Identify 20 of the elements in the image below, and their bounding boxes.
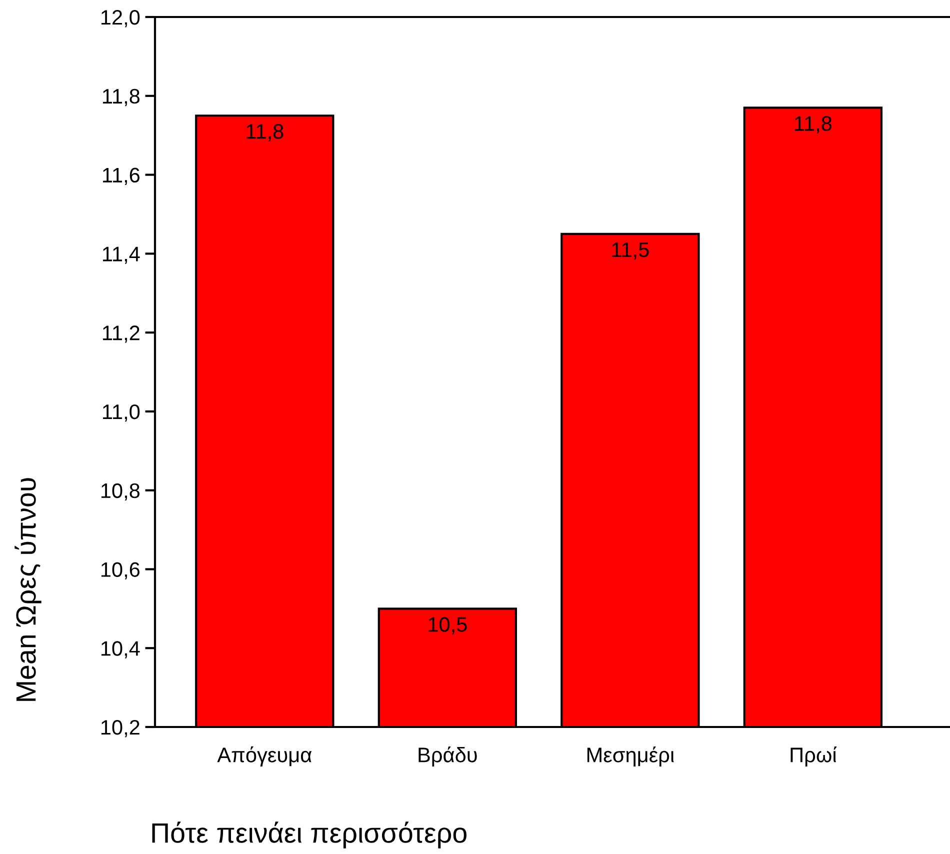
x-axis-title: Πότε πεινάει περισσότερο: [152, 822, 466, 848]
y-tick-label: 10,6: [101, 562, 140, 580]
y-tick-label: 10,8: [101, 483, 140, 501]
y-axis-title: Mean Ώρες ύπνου: [14, 478, 42, 701]
y-tick-label: 12,0: [101, 10, 140, 28]
y-tick-label: 11,4: [103, 246, 140, 264]
y-tick-label: 11,2: [103, 326, 140, 343]
data-label: 11,8: [795, 116, 832, 134]
x-tick-label: Πρωί: [790, 746, 837, 766]
x-tick-label: Βράδυ: [418, 746, 477, 766]
x-tick-label: Απόγευμα: [217, 746, 312, 766]
y-tick-label: 11,6: [103, 168, 140, 185]
data-label: 11,8: [246, 124, 284, 142]
data-label: 11,5: [612, 242, 649, 260]
y-tick-label: 11,8: [103, 88, 140, 106]
data-label: 10,5: [428, 617, 467, 634]
y-tick-label: 10,4: [101, 641, 140, 658]
y-tick-label: 11,0: [103, 404, 140, 422]
y-tick-label: 10,2: [101, 720, 140, 738]
x-tick-label: Μεσημέρι: [587, 746, 674, 766]
